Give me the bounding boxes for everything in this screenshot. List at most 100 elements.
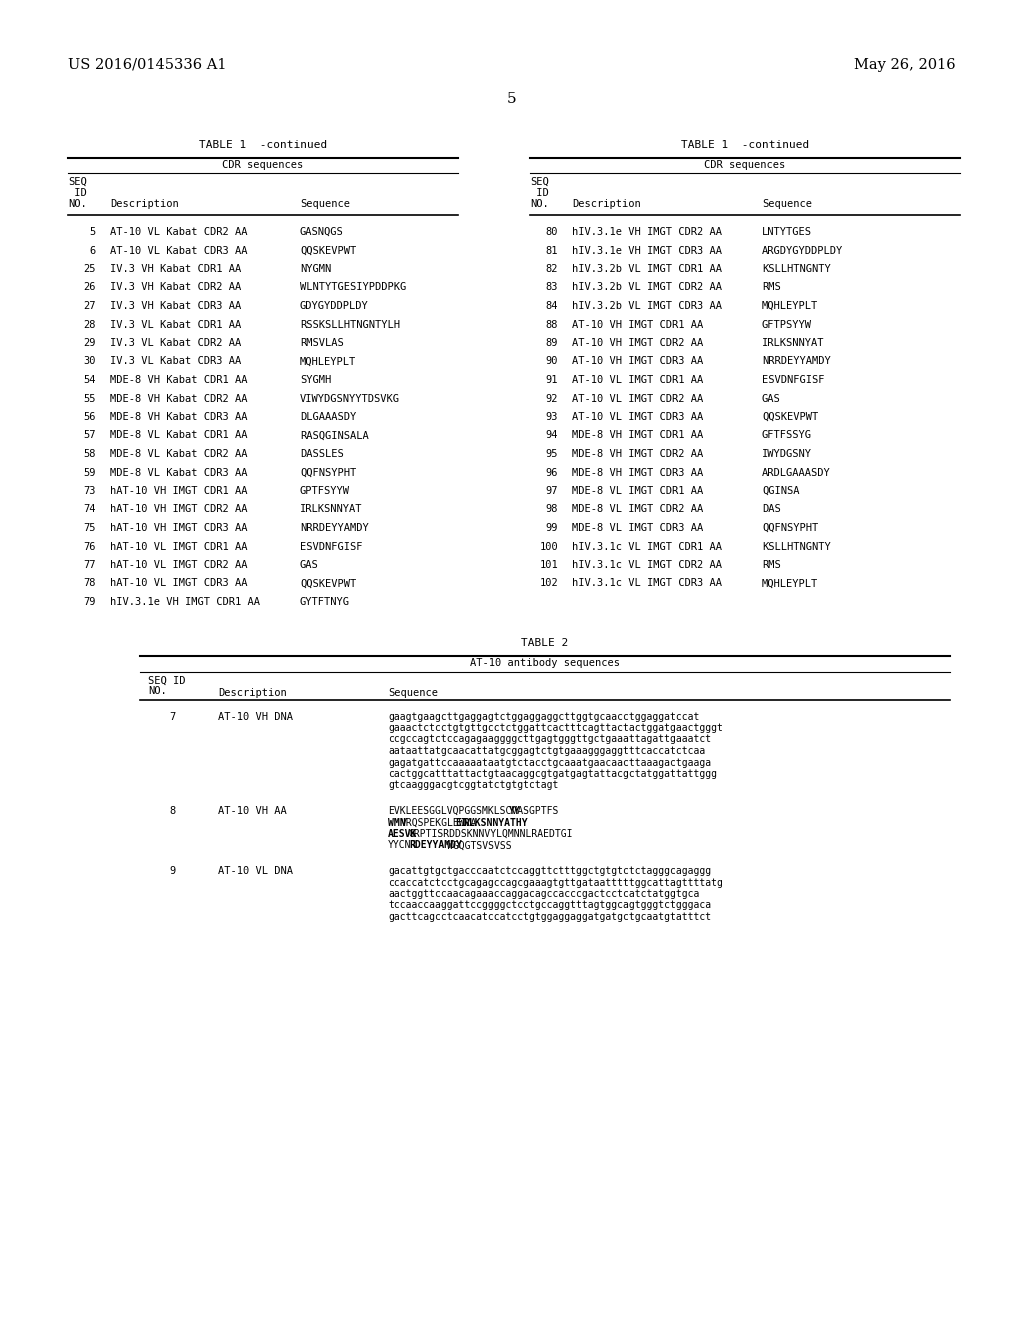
Text: LNTYTGES: LNTYTGES (762, 227, 812, 238)
Text: hIV.3.2b VL IMGT CDR1 AA: hIV.3.2b VL IMGT CDR1 AA (572, 264, 722, 275)
Text: Sequence: Sequence (762, 199, 812, 209)
Text: IRLKSNNYAT: IRLKSNNYAT (300, 504, 362, 515)
Text: NRRDEYYAMDY: NRRDEYYAMDY (762, 356, 830, 367)
Text: MDE-8 VH Kabat CDR2 AA: MDE-8 VH Kabat CDR2 AA (110, 393, 248, 404)
Text: AT-10 VH IMGT CDR2 AA: AT-10 VH IMGT CDR2 AA (572, 338, 703, 348)
Text: YYCNR: YYCNR (388, 841, 418, 850)
Text: EI: EI (455, 817, 467, 828)
Text: SEQ ID
NO.: SEQ ID NO. (148, 676, 185, 697)
Text: TABLE 2: TABLE 2 (521, 638, 568, 648)
Text: 100: 100 (540, 541, 558, 552)
Text: cactggcatttattactgtaacaggcgtgatgagtattacgctatggattattggg: cactggcatttattactgtaacaggcgtgatgagtattac… (388, 770, 717, 779)
Text: 56: 56 (84, 412, 96, 422)
Text: 83: 83 (546, 282, 558, 293)
Text: hIV.3.1c VL IMGT CDR1 AA: hIV.3.1c VL IMGT CDR1 AA (572, 541, 722, 552)
Text: MDE-8 VH IMGT CDR1 AA: MDE-8 VH IMGT CDR1 AA (572, 430, 703, 441)
Text: GFTFSSYG: GFTFSSYG (762, 430, 812, 441)
Text: hAT-10 VH IMGT CDR1 AA: hAT-10 VH IMGT CDR1 AA (110, 486, 248, 496)
Text: RMS: RMS (762, 560, 780, 570)
Text: 78: 78 (84, 578, 96, 589)
Text: MDE-8 VL Kabat CDR1 AA: MDE-8 VL Kabat CDR1 AA (110, 430, 248, 441)
Text: QQSKEVPWT: QQSKEVPWT (300, 578, 356, 589)
Text: Description: Description (572, 199, 641, 209)
Text: IV.3 VL Kabat CDR2 AA: IV.3 VL Kabat CDR2 AA (110, 338, 242, 348)
Text: gaagtgaagcttgaggagtctggaggaggcttggtgcaacctggaggatccat: gaagtgaagcttgaggagtctggaggaggcttggtgcaac… (388, 711, 699, 722)
Text: VRQSPEKGLEWVA: VRQSPEKGLEWVA (400, 817, 477, 828)
Text: MQHLEYPLT: MQHLEYPLT (762, 578, 818, 589)
Text: GRPTISRDDSKNNVYLQMNNLRAEDTGI: GRPTISRDDSKNNVYLQMNNLRAEDTGI (409, 829, 573, 840)
Text: MDE-8 VL IMGT CDR3 AA: MDE-8 VL IMGT CDR3 AA (572, 523, 703, 533)
Text: AT-10 VL IMGT CDR3 AA: AT-10 VL IMGT CDR3 AA (572, 412, 703, 422)
Text: ARGDYGYDDPLDY: ARGDYGYDDPLDY (762, 246, 843, 256)
Text: ccaccatctcctgcagagccagcgaaagtgttgataatttttggcattagttttatg: ccaccatctcctgcagagccagcgaaagtgttgataattt… (388, 878, 723, 887)
Text: MDE-8 VH Kabat CDR3 AA: MDE-8 VH Kabat CDR3 AA (110, 412, 248, 422)
Text: 8: 8 (170, 807, 176, 816)
Text: MDE-8 VL Kabat CDR3 AA: MDE-8 VL Kabat CDR3 AA (110, 467, 248, 478)
Text: WGQGTSVSVSS: WGQGTSVSVSS (446, 841, 511, 850)
Text: QQFNSYPHT: QQFNSYPHT (762, 523, 818, 533)
Text: MDE-8 VH IMGT CDR3 AA: MDE-8 VH IMGT CDR3 AA (572, 467, 703, 478)
Text: TABLE 1  -continued: TABLE 1 -continued (199, 140, 327, 150)
Text: QQSKEVPWT: QQSKEVPWT (762, 412, 818, 422)
Text: MDE-8 VL IMGT CDR1 AA: MDE-8 VL IMGT CDR1 AA (572, 486, 703, 496)
Text: aataattatgcaacattatgcggagtctgtgaaagggaggtttcaccatctcaa: aataattatgcaacattatgcggagtctgtgaaagggagg… (388, 746, 706, 756)
Text: TABLE 1  -continued: TABLE 1 -continued (681, 140, 809, 150)
Text: hIV.3.1c VL IMGT CDR3 AA: hIV.3.1c VL IMGT CDR3 AA (572, 578, 722, 589)
Text: 94: 94 (546, 430, 558, 441)
Text: KSLLHTNGNTY: KSLLHTNGNTY (762, 541, 830, 552)
Text: 101: 101 (540, 560, 558, 570)
Text: AT-10 VL IMGT CDR2 AA: AT-10 VL IMGT CDR2 AA (572, 393, 703, 404)
Text: 102: 102 (540, 578, 558, 589)
Text: hIV.3.1e VH IMGT CDR2 AA: hIV.3.1e VH IMGT CDR2 AA (572, 227, 722, 238)
Text: hIV.3.1e VH IMGT CDR3 AA: hIV.3.1e VH IMGT CDR3 AA (572, 246, 722, 256)
Text: NRRDEYYAMDY: NRRDEYYAMDY (300, 523, 369, 533)
Text: 81: 81 (546, 246, 558, 256)
Text: 57: 57 (84, 430, 96, 441)
Text: 95: 95 (546, 449, 558, 459)
Text: gtcaagggacgtcggtatctgtgtctagt: gtcaagggacgtcggtatctgtgtctagt (388, 780, 558, 791)
Text: hAT-10 VH IMGT CDR2 AA: hAT-10 VH IMGT CDR2 AA (110, 504, 248, 515)
Text: gacattgtgctgacccaatctccaggttctttggctgtgtctctagggcagaggg: gacattgtgctgacccaatctccaggttctttggctgtgt… (388, 866, 711, 876)
Text: DASSLES: DASSLES (300, 449, 344, 459)
Text: 88: 88 (546, 319, 558, 330)
Text: 9: 9 (170, 866, 176, 876)
Text: 59: 59 (84, 467, 96, 478)
Text: WMN: WMN (388, 817, 406, 828)
Text: 79: 79 (84, 597, 96, 607)
Text: YY: YY (509, 807, 521, 816)
Text: 54: 54 (84, 375, 96, 385)
Text: 76: 76 (84, 541, 96, 552)
Text: VIWYDGSNYYTDSVKG: VIWYDGSNYYTDSVKG (300, 393, 400, 404)
Text: AT-10 VL Kabat CDR3 AA: AT-10 VL Kabat CDR3 AA (110, 246, 248, 256)
Text: EVKLEESGGLVQPGGSMKLSCVASGPTFS: EVKLEESGGLVQPGGSMKLSCVASGPTFS (388, 807, 558, 816)
Text: AT-10 VH DNA: AT-10 VH DNA (218, 711, 293, 722)
Text: MDE-8 VL IMGT CDR2 AA: MDE-8 VL IMGT CDR2 AA (572, 504, 703, 515)
Text: aactggttccaacagaaaccaggacagccacccgactcctcatctatggtgca: aactggttccaacagaaaccaggacagccacccgactcct… (388, 888, 699, 899)
Text: RMS: RMS (762, 282, 780, 293)
Text: GAS: GAS (762, 393, 780, 404)
Text: SEQ
 ID
NO.: SEQ ID NO. (68, 177, 87, 209)
Text: AT-10 VH AA: AT-10 VH AA (218, 807, 287, 816)
Text: 77: 77 (84, 560, 96, 570)
Text: hIV.3.1e VH IMGT CDR1 AA: hIV.3.1e VH IMGT CDR1 AA (110, 597, 260, 607)
Text: gacttcagcctcaacatccatcctgtggaggaggatgatgctgcaatgtatttct: gacttcagcctcaacatccatcctgtggaggaggatgatg… (388, 912, 711, 921)
Text: ESVDNFGISF: ESVDNFGISF (300, 541, 362, 552)
Text: MQHLEYPLT: MQHLEYPLT (762, 301, 818, 312)
Text: AESVK: AESVK (388, 829, 418, 840)
Text: tccaaccaaggattccggggctcctgccaggtttagtggcagtgggtctgggaca: tccaaccaaggattccggggctcctgccaggtttagtggc… (388, 900, 711, 911)
Text: QQSKEVPWT: QQSKEVPWT (300, 246, 356, 256)
Text: GFTPSYYW: GFTPSYYW (762, 319, 812, 330)
Text: IV.3 VH Kabat CDR2 AA: IV.3 VH Kabat CDR2 AA (110, 282, 242, 293)
Text: QGINSA: QGINSA (762, 486, 800, 496)
Text: Description: Description (218, 688, 287, 697)
Text: gaaactctcctgtgttgcctctggattcactttcagttactactggatgaactgggt: gaaactctcctgtgttgcctctggattcactttcagttac… (388, 723, 723, 733)
Text: Sequence: Sequence (300, 199, 350, 209)
Text: CDR sequences: CDR sequences (222, 160, 304, 170)
Text: IV.3 VH Kabat CDR1 AA: IV.3 VH Kabat CDR1 AA (110, 264, 242, 275)
Text: SYGMH: SYGMH (300, 375, 331, 385)
Text: gagatgattccaaaaataatgtctacctgcaaatgaacaacttaaagactgaaga: gagatgattccaaaaataatgtctacctgcaaatgaacaa… (388, 758, 711, 767)
Text: GYTFTNYG: GYTFTNYG (300, 597, 350, 607)
Text: AT-10 VL DNA: AT-10 VL DNA (218, 866, 293, 876)
Text: AT-10 VL Kabat CDR2 AA: AT-10 VL Kabat CDR2 AA (110, 227, 248, 238)
Text: DLGAAASDY: DLGAAASDY (300, 412, 356, 422)
